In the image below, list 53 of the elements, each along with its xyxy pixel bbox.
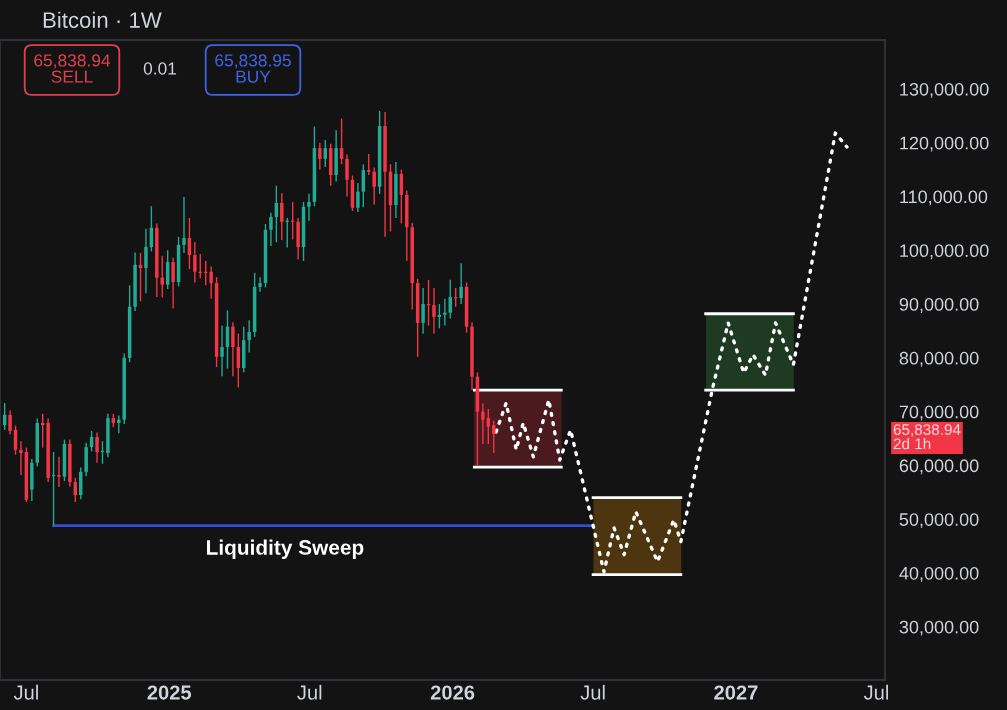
candlestick [285,217,289,249]
candlestick [443,297,447,327]
candlestick [57,456,61,488]
y-tick-label: 120,000.00 [900,136,989,152]
y-tick-label: 30,000.00 [899,620,979,636]
annotation: 65,838.94 SELL [34,54,111,83]
candlestick [486,408,491,445]
x-tick-label: Jul [863,684,888,700]
y-tick-label: 80,000.00 [899,351,979,367]
chart-title: Bitcoin · 1W [43,11,162,28]
candlestick [356,182,360,213]
candlestick [432,287,436,335]
candlestick [8,409,12,435]
y-tick-label: 40,000.00 [899,566,979,582]
text: 65,838.94 2d 1h [893,424,961,450]
candlestick [372,166,376,206]
y-tick-label: 60,000.00 [899,459,979,475]
candlestick [459,262,463,305]
candlestick [193,241,197,284]
x-tick-label: 2026 [430,685,475,700]
candlestick [318,142,322,171]
candlestick [95,431,99,464]
annotation: Liquidity Sweep [207,539,364,559]
annotation: 0.01 [143,62,177,75]
candlestick [220,324,224,377]
line-series [494,131,849,574]
y-tick-label: 100,000.00 [900,244,989,260]
candlestick [171,257,175,310]
candlestick [345,153,349,198]
candlestick [421,287,425,335]
candlestick [280,192,284,241]
x-tick-label: Jul [297,684,322,700]
candlestick [481,402,485,445]
y-tick-label: 50,000.00 [899,513,979,529]
candlestick [209,265,213,300]
candlestick [367,153,371,176]
x-tick-label: Jul [13,684,38,700]
candlestick [269,211,273,247]
candlestick [247,319,251,354]
x-tick-label: 2025 [147,685,192,700]
y-tick-label: 70,000.00 [899,405,979,421]
y-tick-label: 110,000.00 [900,190,988,206]
x-tick-label: Jul [580,684,605,700]
candlestick [144,228,148,295]
candlestick [182,196,186,254]
x-tick-label: 2027 [714,685,758,700]
candlestick [258,276,262,293]
y-tick-label: 90,000.00 [899,298,979,313]
annotation: 65,838.95 BUY [215,54,291,83]
y-tick-label: 130,000.00 [900,82,989,98]
candlestick [231,321,235,377]
candlestick [19,440,23,476]
candlestick [307,193,311,222]
